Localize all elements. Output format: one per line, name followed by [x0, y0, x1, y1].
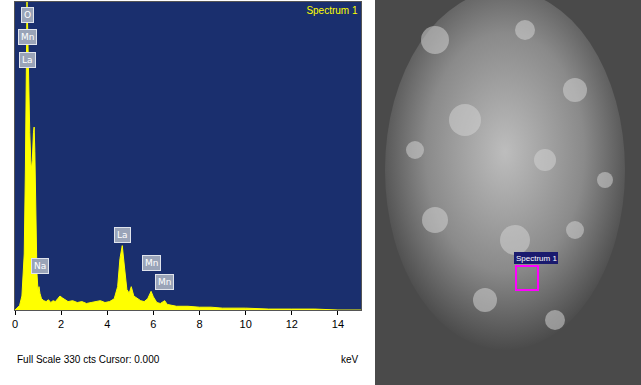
svg-text:Spectrum 1: Spectrum 1: [516, 254, 557, 263]
svg-text:10: 10: [240, 318, 252, 330]
svg-text:Mn: Mn: [21, 32, 34, 42]
svg-text:Full Scale 330 cts Cursor: 0.0: Full Scale 330 cts Cursor: 0.000: [17, 354, 160, 365]
svg-text:Mn: Mn: [145, 258, 158, 268]
svg-text:14: 14: [332, 318, 344, 330]
svg-text:6: 6: [150, 318, 156, 330]
svg-text:Spectrum 1: Spectrum 1: [306, 5, 358, 16]
svg-text:0: 0: [12, 318, 18, 330]
svg-text:O: O: [24, 10, 31, 20]
svg-text:Mn: Mn: [158, 277, 171, 287]
svg-text:2: 2: [58, 318, 64, 330]
svg-text:La: La: [22, 55, 33, 65]
svg-text:keV: keV: [341, 354, 359, 365]
svg-text:La: La: [117, 230, 128, 240]
svg-text:Na: Na: [34, 261, 46, 271]
svg-text:12: 12: [286, 318, 298, 330]
svg-text:8: 8: [196, 318, 202, 330]
svg-text:4: 4: [104, 318, 110, 330]
